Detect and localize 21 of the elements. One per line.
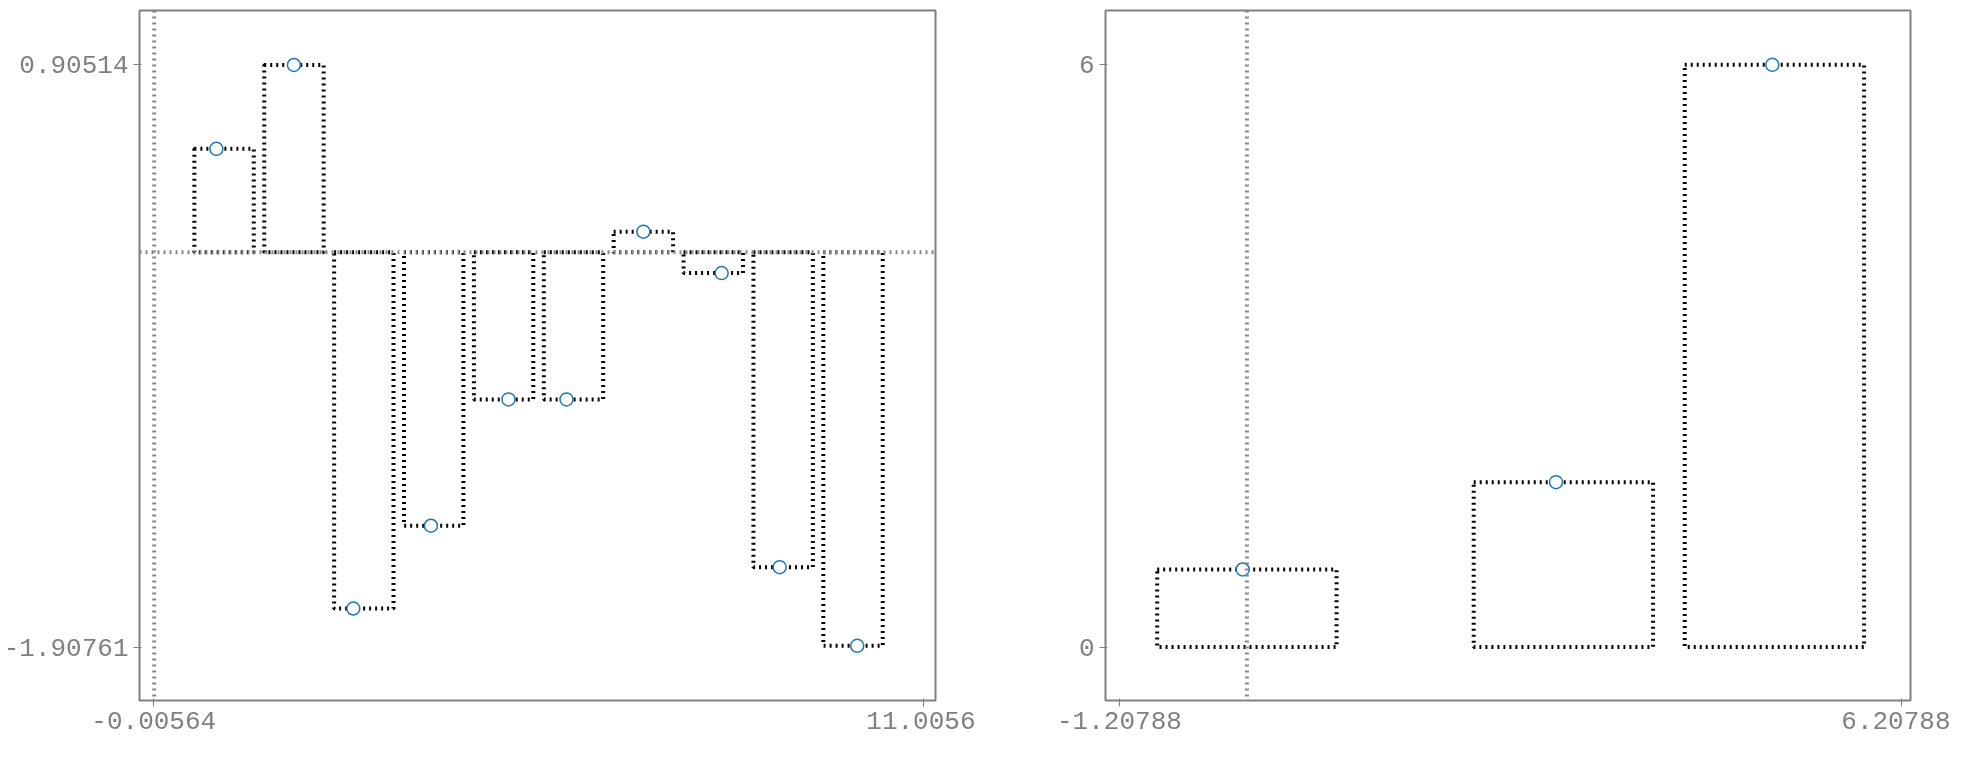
y-tick-label: 6	[1078, 51, 1095, 82]
point	[423, 518, 439, 533]
y-tick-label: 0	[1078, 633, 1095, 664]
point	[346, 601, 361, 616]
x-tick-label: -0.00564	[91, 706, 217, 737]
point	[849, 638, 865, 654]
point	[636, 224, 651, 239]
y-tick-label: 0.90514	[19, 51, 129, 82]
point	[209, 141, 224, 157]
x-tick-label: -1.20788	[1057, 706, 1182, 737]
point	[772, 559, 787, 575]
point	[286, 57, 302, 73]
point	[714, 265, 729, 281]
point	[1765, 57, 1780, 73]
x-tick-label: 6.20788	[1841, 706, 1951, 737]
point	[559, 392, 574, 407]
x-tick-label: 11.0056	[866, 706, 976, 737]
point	[1548, 474, 1564, 490]
point	[1235, 562, 1250, 577]
point	[501, 392, 516, 407]
y-tick-label: -1.90761	[3, 633, 129, 664]
